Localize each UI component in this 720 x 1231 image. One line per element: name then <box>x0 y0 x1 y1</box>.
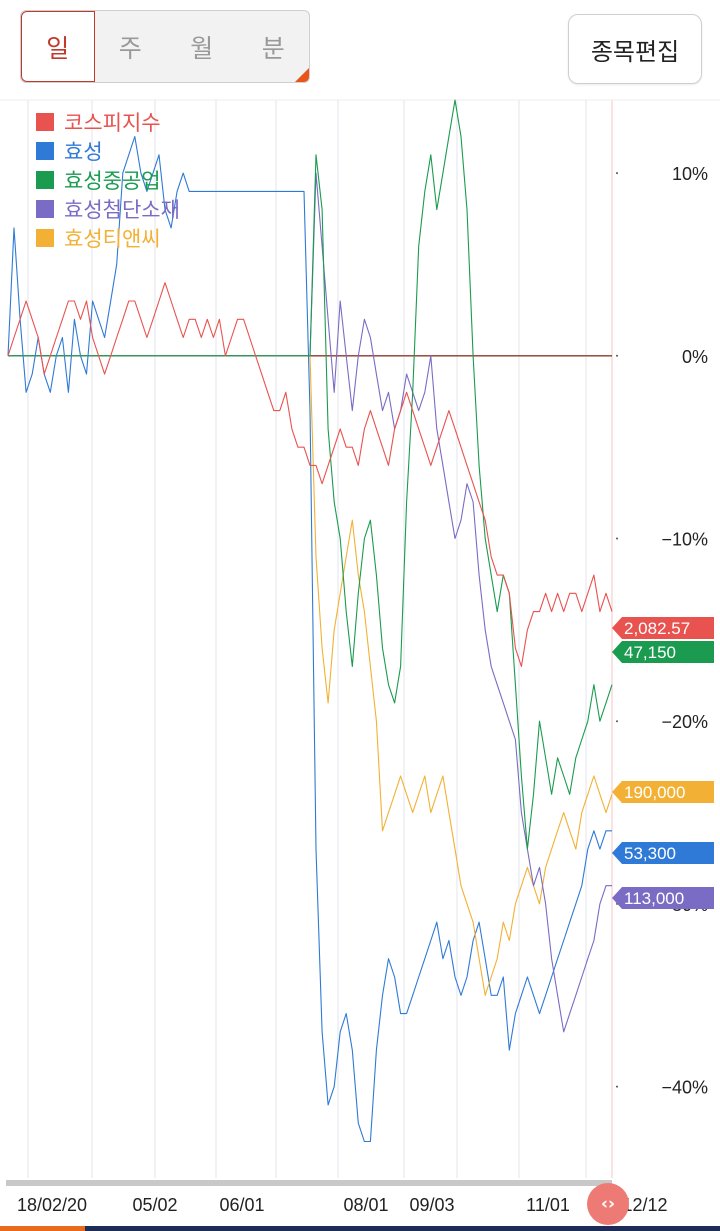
series-lines <box>7 99 613 1143</box>
y-tick-label: −40% <box>661 1078 708 1098</box>
value-tag <box>612 617 714 639</box>
chart-grid <box>0 99 720 1186</box>
x-tick-label: 11/01 <box>526 1195 570 1215</box>
legend-swatch <box>36 228 54 247</box>
value-tag <box>612 641 714 663</box>
x-tick-label: 05/02 <box>132 1195 177 1215</box>
value-tag <box>612 887 714 909</box>
end-value-labels: 2,082.57 47,150 190,000 53,300 113,000 <box>612 617 714 909</box>
x-tick-label: 06/01 <box>219 1195 264 1215</box>
legend-swatch <box>36 170 54 189</box>
x-tick-label: 12/12 <box>622 1195 667 1215</box>
series-line <box>7 282 613 667</box>
tab-week[interactable]: 주 <box>118 33 142 63</box>
value-tag <box>612 781 714 803</box>
tab-day[interactable]: 일 <box>21 11 95 82</box>
end-value-label: 2,082.57 <box>612 617 714 639</box>
end-value-label: 47,150 <box>612 641 714 663</box>
legend-item: 효성 <box>36 136 180 165</box>
value-tag-text: 113,000 <box>624 889 684 908</box>
legend-item: 효성중공업 <box>36 165 180 194</box>
legend-swatch <box>36 199 54 218</box>
end-value-label: 190,000 <box>612 781 714 803</box>
y-tick-dot <box>616 1085 618 1088</box>
x-tick-label: 08/01 <box>343 1195 388 1215</box>
legend-item: 효성티앤씨 <box>36 223 180 252</box>
legend-label: 효성티앤씨 <box>64 226 161 251</box>
tab-minute[interactable]: 분 <box>261 33 285 63</box>
value-tag-text: 47,150 <box>624 643 676 662</box>
legend-swatch <box>36 141 54 160</box>
y-tick-label: 0% <box>682 347 708 367</box>
legend-label: 효성첨단소재 <box>64 197 180 222</box>
dropdown-corner-icon <box>295 68 309 82</box>
legend-item: 효성첨단소재 <box>36 194 180 223</box>
y-tick-dot <box>616 537 618 540</box>
y-tick-label: 10% <box>672 164 708 184</box>
value-tag-text: 2,082.57 <box>624 619 690 638</box>
tab-month[interactable]: 월 <box>190 33 214 63</box>
legend-label: 효성 <box>64 139 103 164</box>
value-tag-text: 190,000 <box>624 783 685 802</box>
series-line <box>8 99 613 850</box>
legend-item: 코스피지수 <box>36 107 180 136</box>
legend-swatch <box>36 112 54 131</box>
y-tick-label: −20% <box>661 712 708 732</box>
y-tick-dot <box>616 172 618 175</box>
x-scrollbar <box>6 1180 612 1186</box>
end-value-label: 113,000 <box>612 887 714 909</box>
value-tag <box>612 842 714 864</box>
legend-label: 코스피지수 <box>64 110 161 135</box>
value-tag-text: 53,300 <box>624 844 676 863</box>
x-axis-ticks: 18/02/20 05/02 06/01 08/01 09/03 11/01 12/12 <box>17 1195 668 1215</box>
bottom-bar-accent <box>0 1226 85 1231</box>
legend-label: 효성중공업 <box>64 168 161 193</box>
series-line <box>7 135 612 1143</box>
scroll-handle-button[interactable]: ‹› <box>587 1183 629 1225</box>
bottom-bar <box>0 1226 720 1231</box>
y-tick-label: −10% <box>661 530 708 550</box>
x-tick-label: 18/02/20 <box>17 1195 87 1215</box>
period-tabs: 일 주 월 분 <box>20 10 310 83</box>
x-tick-label: 09/03 <box>409 1195 454 1215</box>
y-tick-dot <box>616 720 618 723</box>
plot-area <box>0 100 620 1178</box>
end-value-label: 53,300 <box>612 842 714 864</box>
y-tick-dot <box>616 354 618 357</box>
edit-stocks-button[interactable]: 종목편집 <box>568 14 702 84</box>
